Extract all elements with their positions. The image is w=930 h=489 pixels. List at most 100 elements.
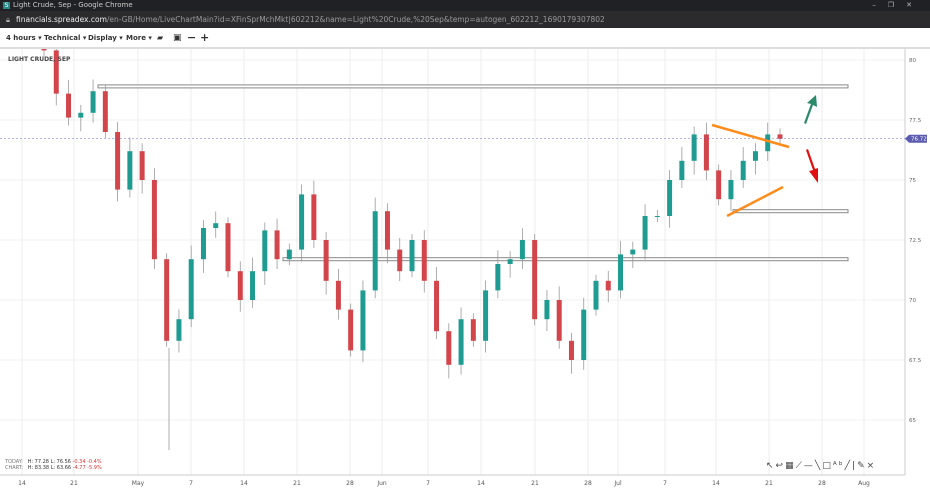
candle-body bbox=[335, 280, 341, 310]
x-tick-label: 14 bbox=[477, 480, 485, 487]
today-high: H: 77.28 bbox=[27, 459, 49, 465]
candle-body bbox=[421, 240, 427, 281]
candle-body bbox=[568, 340, 574, 360]
candle-body bbox=[262, 230, 268, 272]
candle-body bbox=[127, 151, 133, 190]
trendline-icon[interactable]: ╲ bbox=[814, 461, 823, 471]
chart-toolbar: 4 hours ▾ Technical ▾ Display ▾ More ▾ ▰… bbox=[0, 29, 930, 49]
x-tick-label: 14 bbox=[18, 480, 26, 487]
candle-body bbox=[544, 300, 550, 320]
candle-body bbox=[507, 259, 513, 264]
maximize-button[interactable]: ❐ bbox=[887, 1, 907, 9]
x-tick-label: 14 bbox=[240, 480, 248, 487]
technical-dropdown[interactable]: Technical ▾ bbox=[44, 34, 87, 42]
url-path: /en-GB/Home/LiveChartMain?id=XFinSprMchM… bbox=[106, 15, 605, 24]
y-tick-label: 67.5 bbox=[909, 358, 922, 364]
price-summary: TODAY: H: 77.28 L: 76.56 -0.34 -0.4% CHA… bbox=[5, 459, 102, 471]
line-icon[interactable]: ╱ bbox=[844, 461, 853, 471]
url-text[interactable]: financials.spreadex.com/en-GB/Home/LiveC… bbox=[16, 11, 605, 28]
candle-body bbox=[470, 319, 476, 341]
price-chart[interactable]: 80 77.5 75 72.5 70 67.5 65 14 21 May 7 14 21 28 Jun 7 14… bbox=[0, 49, 930, 489]
url-host: financials.spreadex.com bbox=[16, 15, 107, 24]
drawing-tools: ↖↩▦⟋—╲□ᴬᵇ╱|✎× bbox=[766, 461, 876, 471]
display-dropdown[interactable]: Display ▾ bbox=[88, 34, 123, 42]
candle-body bbox=[90, 91, 96, 113]
today-row: TODAY: H: 77.28 L: 76.56 -0.34 -0.4% bbox=[5, 459, 102, 465]
rectangle-icon[interactable]: □ bbox=[822, 461, 833, 471]
curve-icon[interactable]: ↩ bbox=[775, 461, 786, 471]
interval-dropdown[interactable]: 4 hours ▾ bbox=[6, 34, 42, 42]
candle-body bbox=[41, 49, 47, 51]
save-icon[interactable]: ▣ bbox=[173, 33, 182, 43]
close-icon[interactable]: × bbox=[866, 461, 877, 471]
chart-row: CHART: H: 83.38 L: 63.66 -4.77 -5.9% bbox=[5, 465, 102, 471]
pencil-icon[interactable]: ✎ bbox=[857, 461, 867, 471]
candle-body bbox=[139, 151, 145, 180]
text-icon[interactable]: ᴬᵇ bbox=[832, 461, 845, 471]
candle-body bbox=[274, 230, 280, 260]
candle-body bbox=[728, 180, 734, 200]
candle-body bbox=[53, 50, 59, 94]
candle-body bbox=[483, 290, 489, 341]
zoom-out-icon[interactable]: − bbox=[187, 31, 197, 44]
candle-body bbox=[409, 240, 415, 272]
candle-body bbox=[397, 249, 403, 272]
x-tick-label: Aug bbox=[858, 480, 870, 487]
candle-body bbox=[323, 240, 329, 281]
candle-body bbox=[605, 280, 611, 291]
candle-body bbox=[765, 134, 771, 152]
minimize-button[interactable]: – bbox=[872, 1, 888, 9]
candle-body bbox=[237, 271, 243, 300]
x-tick-label: 21 bbox=[293, 480, 301, 487]
more-dropdown[interactable]: More ▾ bbox=[126, 34, 152, 42]
folder-open-icon[interactable]: ▰ bbox=[157, 33, 164, 42]
arrow-down-icon bbox=[806, 149, 818, 183]
today-label: TODAY: bbox=[5, 459, 23, 465]
grid-icon[interactable]: ▦ bbox=[785, 461, 796, 471]
candle-body bbox=[164, 259, 170, 341]
candle-body bbox=[446, 331, 452, 365]
chart-change: -4.77 bbox=[72, 465, 86, 471]
x-tick-label: 28 bbox=[818, 480, 826, 487]
candle-body bbox=[372, 211, 378, 291]
y-tick-label: 65 bbox=[909, 418, 916, 424]
candle-body bbox=[654, 216, 660, 217]
candle-body bbox=[78, 112, 84, 118]
candle-body bbox=[752, 151, 758, 161]
x-tick-label: 21 bbox=[531, 480, 539, 487]
x-tick-label: 28 bbox=[584, 480, 592, 487]
window-controls[interactable]: –❐✕ bbox=[872, 0, 924, 11]
fan-icon[interactable]: ⟋ bbox=[795, 461, 804, 471]
chart-label: CHART: bbox=[5, 465, 23, 471]
candle-body bbox=[151, 180, 157, 260]
candle-body bbox=[311, 194, 317, 240]
zoom-in-icon[interactable]: + bbox=[200, 31, 210, 44]
arrow-icon[interactable]: ↖ bbox=[766, 461, 776, 471]
candle-body bbox=[618, 254, 624, 291]
address-bar[interactable]: 🔒︎ financials.spreadex.com/en-GB/Home/Li… bbox=[0, 11, 930, 28]
candle-body bbox=[434, 280, 440, 332]
candle-body bbox=[188, 259, 194, 320]
candle-body bbox=[299, 194, 305, 250]
lock-icon: 🔒︎ bbox=[6, 15, 10, 24]
candle-body bbox=[630, 249, 636, 255]
y-tick-label: 72.5 bbox=[909, 238, 922, 244]
x-tick-label: Jul bbox=[613, 480, 622, 487]
triangle-upper-line bbox=[711, 123, 790, 149]
candle-body bbox=[581, 309, 587, 360]
candle-body bbox=[225, 223, 231, 272]
y-tick-label: 77.5 bbox=[909, 118, 922, 124]
candle-body bbox=[250, 271, 256, 300]
x-tick-label: 28 bbox=[346, 480, 354, 487]
zone-rectangle bbox=[732, 209, 849, 214]
candle-body bbox=[691, 134, 697, 161]
hline-icon[interactable]: — bbox=[803, 461, 815, 471]
candle-body bbox=[348, 309, 354, 351]
x-tick-label: May bbox=[132, 480, 145, 487]
window-titlebar: S Light Crude, Sep - Google Chrome –❐✕ bbox=[0, 0, 930, 11]
candle-body bbox=[532, 240, 538, 320]
candle-body bbox=[102, 91, 108, 132]
today-pct: -0.4% bbox=[87, 459, 102, 465]
divider: | bbox=[852, 461, 858, 471]
close-button[interactable]: ✕ bbox=[906, 1, 924, 9]
